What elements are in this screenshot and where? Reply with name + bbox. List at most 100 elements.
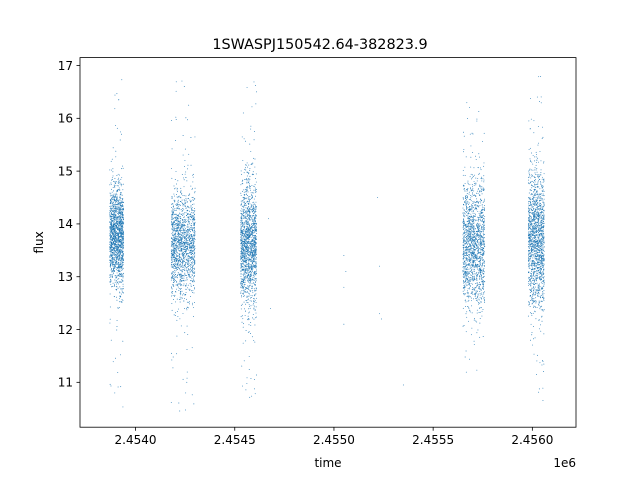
data-point [475,259,477,261]
data-point [254,255,256,256]
data-point [245,230,247,232]
data-point [116,264,118,265]
data-point [185,243,187,245]
data-point [242,225,244,227]
data-point [181,254,183,255]
data-point [182,294,184,296]
data-point [115,267,117,269]
data-point [174,269,175,271]
data-point [181,227,183,229]
data-point [120,301,122,303]
data-point [117,227,119,229]
data-point [256,91,258,93]
data-point [180,232,182,234]
data-point [109,215,111,217]
data-point [469,224,471,225]
data-point [464,244,466,246]
data-point [117,240,119,242]
data-point [117,213,118,214]
data-point [174,252,176,254]
data-point [112,187,114,189]
data-point [194,211,196,213]
data-point [191,274,193,276]
data-point [186,229,188,230]
data-point [189,241,191,242]
data-point [121,301,123,303]
data-point [188,303,190,305]
data-point [183,186,185,188]
data-point [173,267,175,269]
data-point [246,189,248,191]
data-point [176,255,178,256]
data-point [176,207,178,209]
data-point [181,270,183,272]
data-point [249,203,251,205]
data-point [252,267,254,269]
data-point [112,175,114,177]
data-point [245,238,247,240]
data-point [173,208,175,210]
data-point [111,262,113,264]
data-point [114,238,116,240]
data-point [480,279,482,281]
data-point [114,218,115,220]
data-point [190,249,191,251]
data-point [179,213,181,215]
data-point [184,237,186,239]
data-point [114,266,116,268]
data-point [176,204,178,205]
data-point [177,264,179,266]
data-point [190,185,192,187]
data-point [120,241,122,243]
data-point [186,349,188,351]
data-point [192,268,193,270]
data-point [193,217,195,219]
data-point [190,284,192,286]
data-point [466,203,467,205]
data-point [251,245,253,247]
data-point [109,195,111,197]
data-point [112,257,114,259]
data-point [177,221,179,223]
data-point [110,234,112,236]
data-point [115,280,117,281]
data-point [241,284,243,286]
data-point [248,217,250,219]
data-point [240,270,242,272]
data-point [110,264,111,266]
data-point [118,215,120,217]
data-point [243,323,245,325]
data-point [243,268,244,270]
data-point [183,220,184,222]
data-point [254,295,256,296]
data-point [241,229,242,231]
data-point [110,237,112,239]
data-point [177,316,179,317]
data-point [253,318,255,320]
data-point [245,275,247,277]
data-point [248,214,250,216]
data-point [188,233,190,235]
data-point [118,228,120,230]
data-point [250,164,252,166]
data-point [244,248,246,249]
data-point [186,325,188,327]
data-point [172,291,174,293]
data-point [186,241,188,243]
data-point [178,256,180,258]
data-point [187,207,189,209]
data-point [246,261,248,263]
data-point [255,302,257,303]
data-point [115,257,117,259]
data-point [121,260,123,262]
data-point [242,213,244,215]
data-point [114,241,116,243]
data-point [242,293,244,295]
data-point [119,208,120,210]
data-point [252,220,254,222]
data-point [252,210,254,212]
data-point [119,228,121,230]
data-point [190,239,192,241]
data-point [240,200,242,202]
data-point [183,244,185,246]
